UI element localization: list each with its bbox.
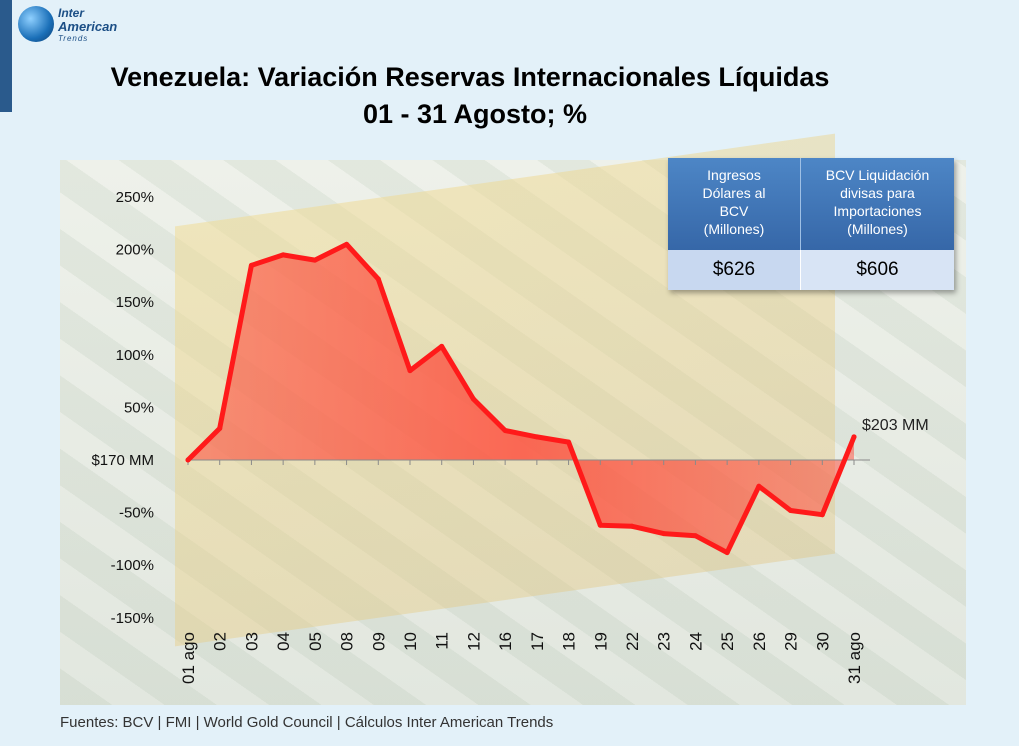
x-tick-label: 24 <box>686 632 705 651</box>
x-tick-label: 08 <box>338 632 357 651</box>
data-point <box>851 434 857 440</box>
y-tick-label: 100% <box>116 347 154 364</box>
y-tick-label: -100% <box>111 557 154 574</box>
x-tick-label: 02 <box>211 632 230 651</box>
x-tick-label: 04 <box>274 632 293 651</box>
data-point <box>629 523 635 529</box>
data-point <box>724 550 730 556</box>
source-note: Fuentes: BCV | FMI | World Gold Council … <box>60 714 554 731</box>
y-tick-label: -150% <box>111 610 154 627</box>
left-accent-bar <box>0 0 12 112</box>
header-ingresos-line: (Millones) <box>703 221 765 237</box>
chart-subtitle: 01 - 31 Agosto; % <box>362 99 588 129</box>
table-header-ingresos: Ingresos Dólares al BCV (Millones) <box>668 158 801 250</box>
header-liquidacion-line: BCV Liquidación <box>825 167 930 183</box>
header-ingresos-line: BCV <box>719 203 749 219</box>
x-tick-label: 12 <box>464 632 483 651</box>
table-header-liquidacion: BCV Liquidación divisas para Importacion… <box>801 158 954 250</box>
x-tick-label: 25 <box>718 632 737 651</box>
data-point <box>566 439 572 445</box>
header-liquidacion-line: Importaciones <box>833 203 922 219</box>
data-point <box>692 533 698 539</box>
end-value-label: $203 MM <box>862 417 929 434</box>
x-tick-label: 01 ago <box>179 632 198 684</box>
chart-title: Venezuela: Variación Reservas Internacio… <box>110 62 830 92</box>
data-point <box>788 507 794 513</box>
x-tick-label: 11 <box>433 632 452 650</box>
data-point <box>312 257 318 263</box>
data-point <box>185 457 191 463</box>
data-point <box>217 425 223 431</box>
data-point <box>661 531 667 537</box>
x-tick-label: 19 <box>591 632 610 651</box>
x-tick-label: 03 <box>242 632 261 651</box>
y-tick-label: $170 MM <box>91 452 154 469</box>
x-tick-label: 18 <box>560 632 579 651</box>
x-tick-label: 16 <box>496 632 515 651</box>
table-value-ingresos: $626 <box>668 250 801 290</box>
y-tick-label: -50% <box>119 505 154 522</box>
x-tick-label: 22 <box>623 632 642 651</box>
x-tick-label: 29 <box>782 632 801 651</box>
x-tick-label: 10 <box>401 632 420 651</box>
data-point <box>534 434 540 440</box>
header-ingresos-line: Ingresos <box>707 167 761 183</box>
y-tick-label: 150% <box>116 294 154 311</box>
header-liquidacion-line: divisas para <box>840 185 915 201</box>
logo-line2: American <box>58 19 118 34</box>
y-tick-label: 200% <box>116 242 154 259</box>
data-point <box>407 368 413 374</box>
header-liquidacion-line: (Millones) <box>847 221 908 237</box>
data-point <box>248 262 254 268</box>
globe-icon <box>18 6 54 42</box>
data-point <box>344 241 350 247</box>
x-tick-label: 17 <box>528 632 547 651</box>
series-line <box>185 241 857 556</box>
logo-line3: Trends <box>58 34 89 43</box>
area-fill <box>188 244 854 553</box>
x-tick-label: 05 <box>306 632 325 651</box>
x-tick-label: 30 <box>813 632 832 651</box>
inter-american-trends-logo: Inter American Trends <box>18 4 128 46</box>
data-point <box>470 396 476 402</box>
data-point <box>502 428 508 434</box>
header-ingresos-line: Dólares al <box>702 185 766 201</box>
x-tick-label: 31 ago <box>845 632 864 684</box>
data-point <box>756 483 762 489</box>
y-tick-label: 50% <box>124 399 154 416</box>
data-point <box>819 512 825 518</box>
data-point <box>280 252 286 258</box>
y-tick-label: 250% <box>116 189 154 206</box>
x-tick-label: 26 <box>750 632 769 651</box>
x-tick-label: 23 <box>655 632 674 651</box>
x-tick-label: 09 <box>369 632 388 651</box>
data-point <box>375 276 381 282</box>
summary-table: Ingresos Dólares al BCV (Millones) BCV L… <box>668 158 954 290</box>
data-point <box>439 343 445 349</box>
table-value-liquidacion: $606 <box>801 250 954 290</box>
logo-line1: Inter <box>58 6 85 20</box>
data-point <box>597 522 603 528</box>
